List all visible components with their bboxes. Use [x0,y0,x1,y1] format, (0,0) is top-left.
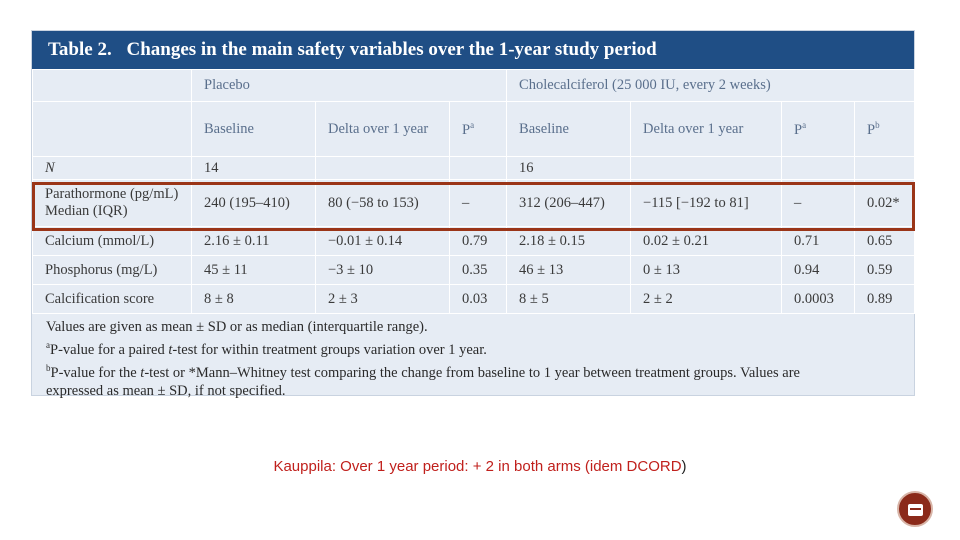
empty-cell [32,101,192,157]
cell-chole-delta: −115 [−192 to 81] [630,179,783,227]
p-label: P [794,121,803,138]
cell-chole-p: 0.0003 [781,284,856,314]
cell-chole-delta: 2 ± 2 [630,284,783,314]
caption-text: Kauppila: Over 1 year period: + 2 in bot… [273,458,682,475]
table-title: Table 2. Changes in the main safety vari… [32,31,914,69]
cell-between-p: 0.02* [854,179,916,227]
table-title-number: Table 2. [48,39,112,60]
cell-placebo-p: 0.03 [448,284,508,314]
footnote-a-text-1: P-value for a paired [50,341,169,358]
footnote-b-text-1: P-value for the [50,364,141,381]
group-cholecalciferol: Cholecalciferol (25 000 IU, every 2 week… [506,69,916,102]
table-footnotes: Values are given as mean ± SD or as medi… [46,318,906,400]
footnote-values: Values are given as mean ± SD or as medi… [46,319,428,335]
row-label: N [32,156,192,180]
sup-b: b [875,119,880,130]
logo-book-shape [908,504,923,516]
caption-end: ) [681,458,687,475]
footnote-b: bP-value for the t-test or *Mann–Whitney… [46,359,906,382]
table-row: Phosphorus (mg/L) 45 ± 11 −3 ± 10 0.35 4… [32,255,916,285]
cell-placebo-baseline: 2.16 ± 0.11 [191,226,316,256]
row-label: Calcification score [32,284,192,314]
cell-placebo-baseline: 240 (195–410) [191,179,316,227]
cell-between-p: 0.89 [854,284,916,314]
cell-placebo-p [448,156,508,180]
table-row: N 14 16 [32,156,916,180]
logo-book-line [910,508,921,510]
table-card: Table 2. Changes in the main safety vari… [31,30,916,399]
column-header-row: Baseline Delta over 1 year Pa Baseline D… [32,101,916,157]
table-row: Calcium (mmol/L) 2.16 ± 0.11 −0.01 ± 0.1… [32,226,916,256]
safety-table: Placebo Cholecalciferol (25 000 IU, ever… [32,69,916,314]
cell-between-p: 0.65 [854,226,916,256]
footnote-a-t: t [168,341,173,358]
cell-placebo-delta [315,156,450,180]
cell-chole-p: 0.94 [781,255,856,285]
header-chole-p: Pa [781,101,856,157]
group-header-row: Placebo Cholecalciferol (25 000 IU, ever… [32,69,916,102]
cell-placebo-p: 0.35 [448,255,508,285]
cell-chole-baseline: 46 ± 13 [506,255,632,285]
sup-a: a [802,119,807,130]
footnote-a-text-2: -test for within treatment groups variat… [172,341,487,358]
cell-chole-delta: 0 ± 13 [630,255,783,285]
table-title-text: Changes in the main safety variables ove… [126,39,657,60]
p-label: P [867,121,876,138]
cell-placebo-baseline: 14 [191,156,316,180]
footnote-b-marker: b [46,362,51,373]
footnote-b-t: t [140,364,145,381]
footnote-a-marker: a [46,340,50,350]
header-chole-delta: Delta over 1 year [630,101,783,157]
cell-placebo-baseline: 45 ± 11 [191,255,316,285]
empty-cell [32,69,192,102]
footnote-b-text-2: -test or *Mann–Whitney test comparing th… [144,364,800,381]
header-between-p: Pb [854,101,916,157]
footnote-a: aP-value for a paired t-test for within … [46,336,906,359]
header-placebo-p: Pa [448,101,508,157]
cell-placebo-delta: −3 ± 10 [315,255,450,285]
row-label: Phosphorus (mg/L) [32,255,192,285]
institution-logo-icon [897,491,933,527]
group-placebo: Placebo [190,69,508,102]
footnote-b-continued: expressed as mean ± SD, if not specified… [46,382,286,399]
row-label: Calcium (mmol/L) [32,226,192,256]
table-row: Calcification score 8 ± 8 2 ± 3 0.03 8 ±… [32,284,916,314]
cell-placebo-p: 0.79 [448,226,508,256]
cell-between-p: 0.59 [854,255,916,285]
cell-chole-p [781,156,856,180]
parathormone-highlight-box [32,182,915,231]
cell-chole-delta [630,156,783,180]
p-label: P [462,121,471,138]
cell-chole-baseline: 16 [506,156,632,180]
cell-chole-baseline: 2.18 ± 0.15 [506,226,632,256]
cell-placebo-baseline: 8 ± 8 [191,284,316,314]
header-chole-baseline: Baseline [506,101,632,157]
cell-placebo-delta: 2 ± 3 [315,284,450,314]
sup-a: a [470,119,475,130]
slide-caption: Kauppila: Over 1 year period: + 2 in bot… [0,458,960,475]
cell-chole-baseline: 8 ± 5 [506,284,632,314]
header-placebo-delta: Delta over 1 year [315,101,450,157]
cell-between-p [854,156,916,180]
header-placebo-baseline: Baseline [191,101,316,157]
